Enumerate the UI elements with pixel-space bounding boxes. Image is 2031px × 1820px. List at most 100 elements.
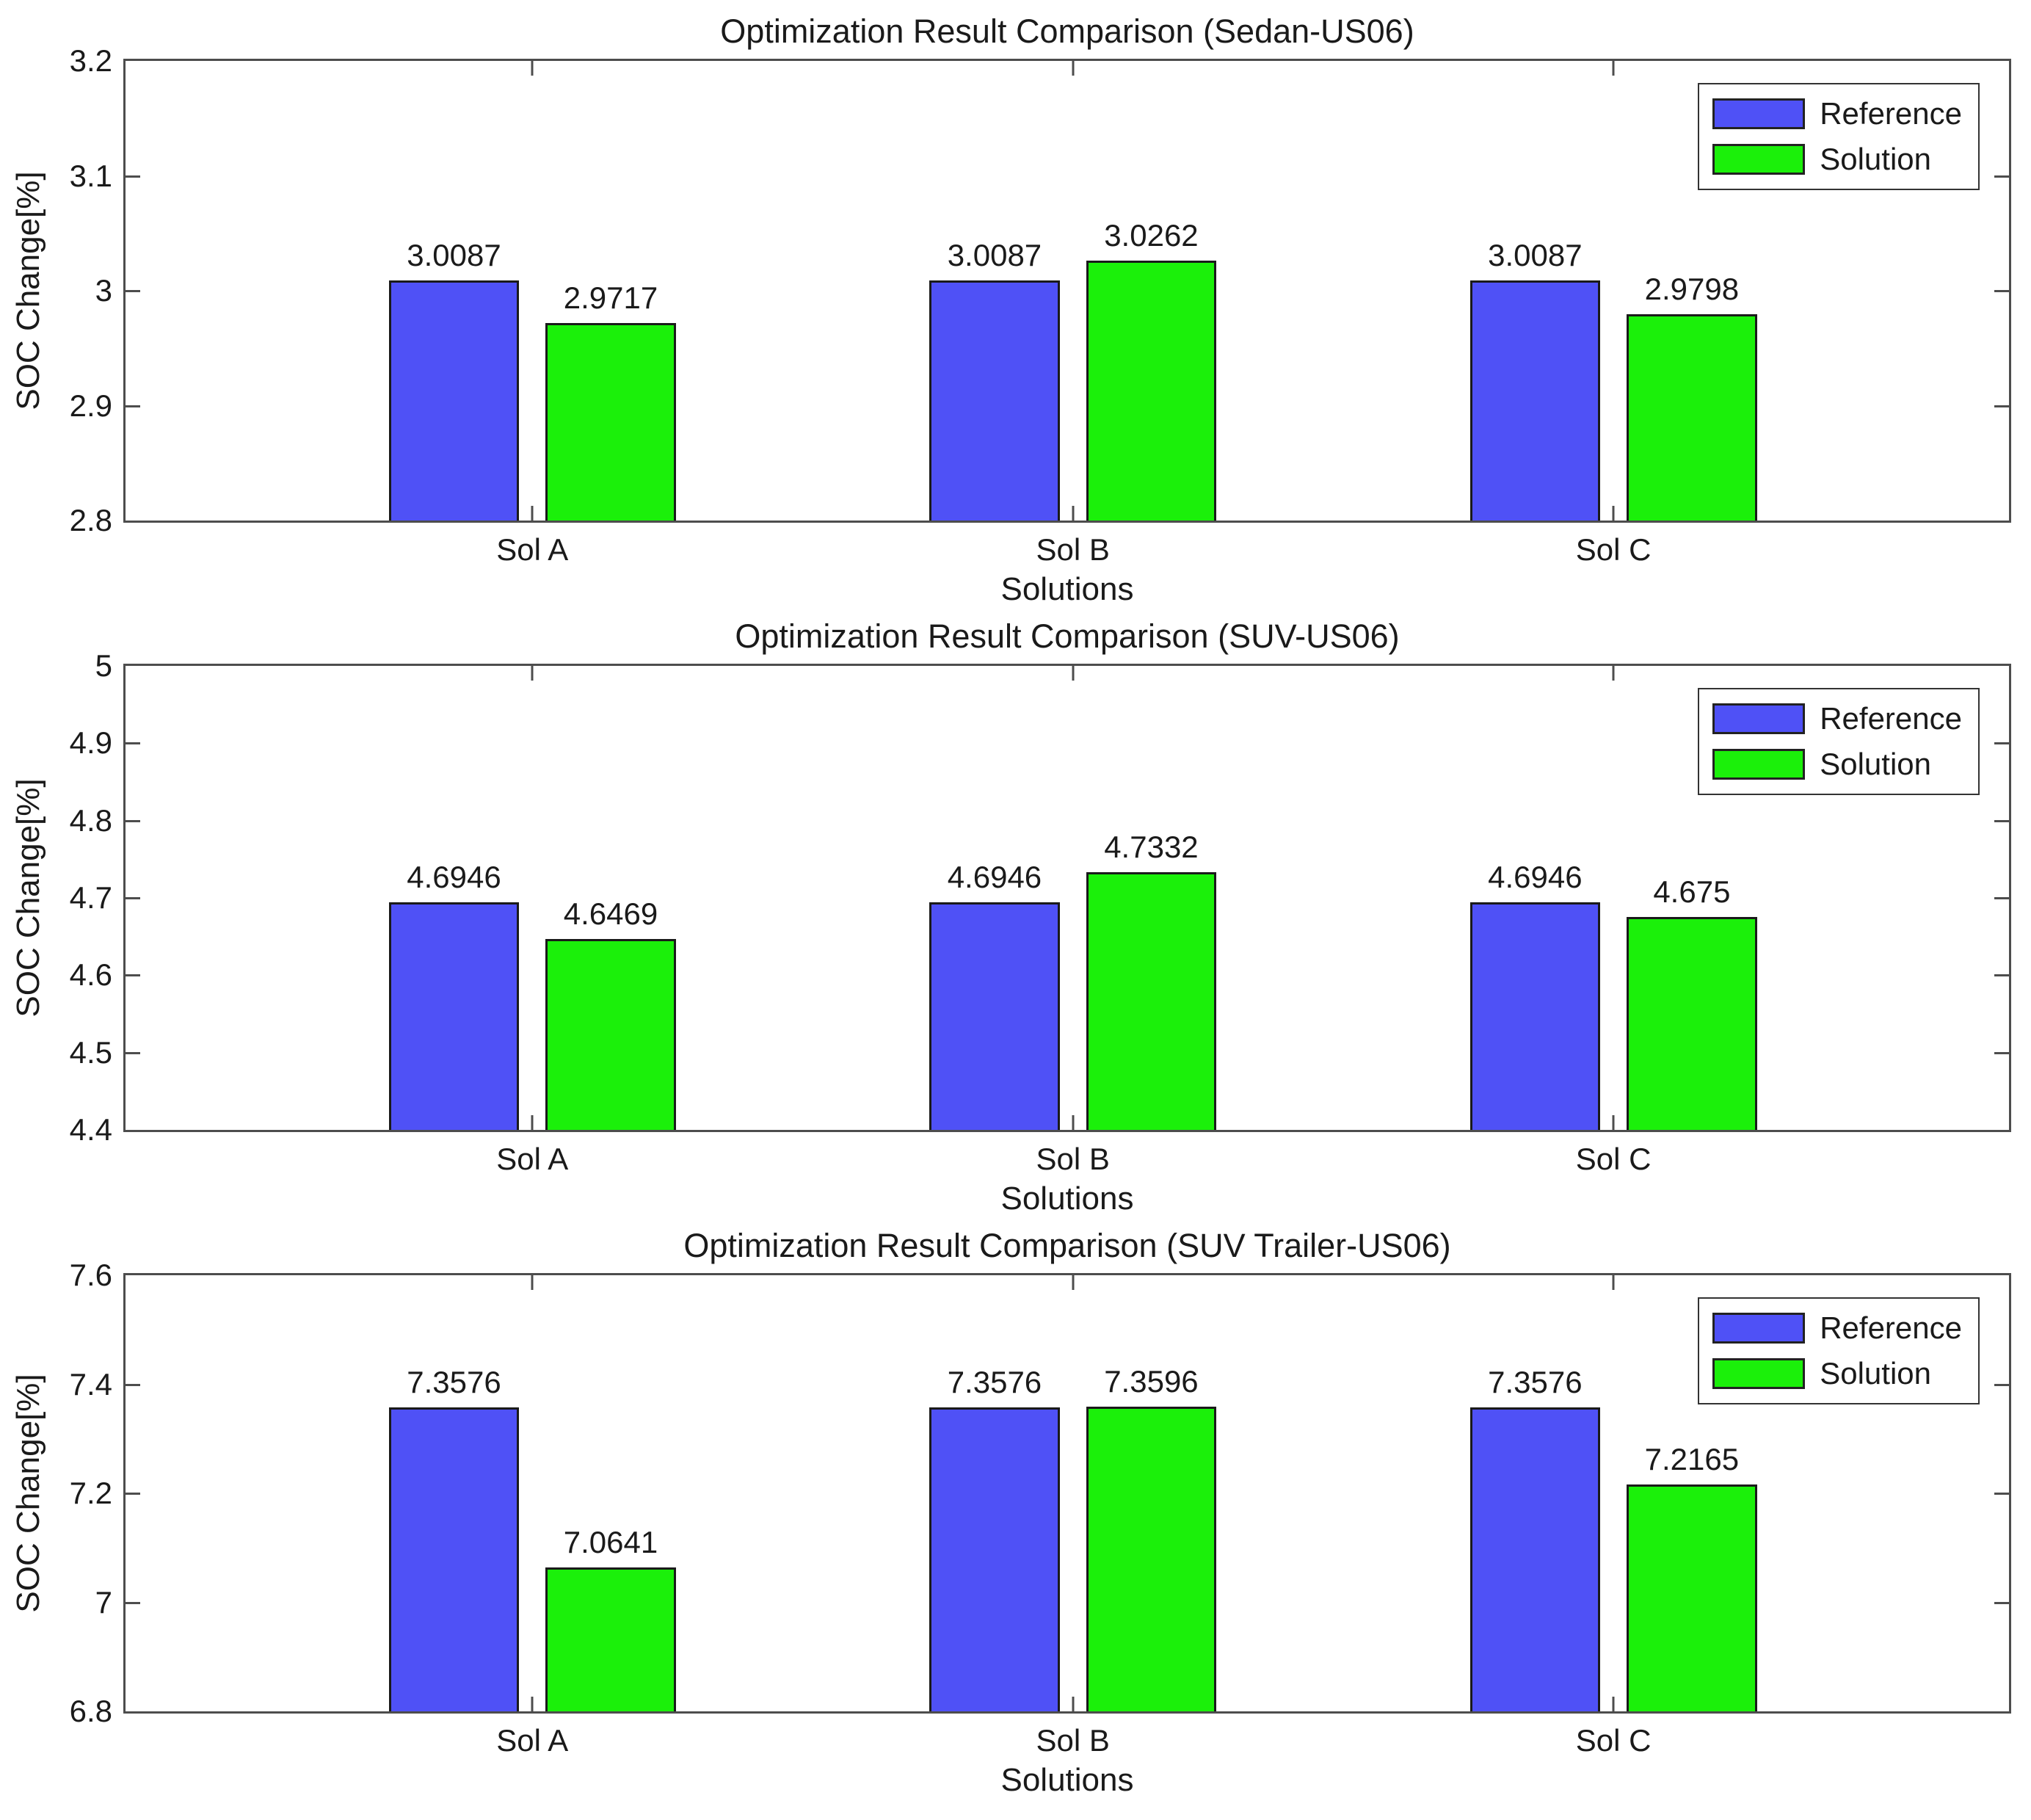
bar-value-label: 2.9798 — [1644, 271, 1740, 306]
y-tick-mark — [126, 742, 140, 745]
x-tick-mark — [1072, 1275, 1075, 1290]
legend-label: Reference — [1820, 1310, 1962, 1345]
legend-swatch-reference — [1712, 703, 1806, 734]
bar-value-label: 4.7332 — [1104, 830, 1199, 865]
bar-reference-sol-b — [929, 280, 1060, 521]
y-tick-mark — [1994, 1601, 2009, 1604]
bar-value-label: 7.0641 — [563, 1524, 658, 1559]
y-tick-mark — [1994, 1493, 2009, 1495]
y-tick-mark — [1994, 742, 2009, 745]
bar-value-label: 3.0087 — [1488, 238, 1583, 273]
y-tick-mark — [1994, 1383, 2009, 1386]
bar-value-label: 7.3576 — [1488, 1364, 1583, 1399]
x-axis-label: Solutions — [1000, 571, 1134, 607]
x-category-label: Sol B — [1036, 1723, 1110, 1758]
x-tick-mark — [1072, 506, 1075, 521]
legend-swatch-solution — [1712, 144, 1806, 175]
bar-reference-sol-b — [929, 902, 1060, 1130]
x-tick-mark — [531, 61, 534, 76]
y-tick-label: 6.8 — [69, 1694, 112, 1728]
legend-swatch-solution — [1712, 1358, 1806, 1389]
y-tick-label: 2.8 — [69, 503, 112, 537]
chart-title: Optimization Result Comparison (SUV Trai… — [683, 1227, 1451, 1264]
legend: Reference Solution — [1698, 1297, 1980, 1404]
y-axis-label: SOC Change[%] — [10, 1374, 46, 1613]
bar-solution-sol-c — [1627, 313, 1757, 521]
y-tick-label: 7.6 — [69, 1258, 112, 1292]
bar-solution-sol-a — [545, 323, 676, 521]
bar-solution-sol-b — [1086, 261, 1217, 521]
y-tick-label: 7 — [95, 1584, 112, 1620]
bar-value-label: 4.6946 — [407, 859, 501, 894]
x-axis-label: Solutions — [1000, 1181, 1134, 1217]
bar-reference-sol-c — [1469, 1407, 1601, 1711]
y-tick-mark — [126, 290, 140, 292]
legend-label: Solution — [1820, 142, 1931, 176]
x-tick-mark — [1612, 506, 1615, 521]
chart-title: Optimization Result Comparison (SUV-US06… — [735, 617, 1400, 655]
bar-solution-sol-b — [1086, 872, 1217, 1130]
bar-value-label: 3.0087 — [407, 238, 501, 273]
bar-value-label: 7.3576 — [947, 1364, 1042, 1399]
y-tick-mark — [126, 1051, 140, 1054]
chart-section-suv-trailer: Optimization Result Comparison (SUV Trai… — [0, 1226, 2031, 1799]
x-tick-mark — [1612, 1115, 1615, 1130]
y-tick-mark — [1994, 1051, 2009, 1054]
x-category-label: Sol A — [496, 1723, 569, 1758]
y-tick-label: 3.1 — [69, 158, 112, 193]
x-category-label: Sol B — [1036, 532, 1110, 567]
bar-value-label: 3.0262 — [1104, 218, 1199, 253]
x-axis-label: Solutions — [1000, 1762, 1134, 1798]
legend-row: Reference — [1712, 701, 1962, 736]
y-tick-label: 5 — [95, 648, 112, 683]
bar-value-label: 7.2165 — [1644, 1441, 1740, 1476]
bar-solution-sol-c — [1627, 1484, 1757, 1711]
legend-label: Solution — [1820, 1356, 1931, 1391]
legend: Reference Solution — [1698, 688, 1980, 795]
y-tick-label: 4.6 — [69, 957, 112, 993]
bar-reference-sol-b — [929, 1407, 1060, 1711]
bar-value-label: 4.6469 — [563, 896, 658, 931]
x-tick-mark — [531, 1275, 534, 1290]
x-tick-mark — [1612, 1697, 1615, 1711]
y-tick-label: 4.7 — [69, 880, 112, 915]
legend-swatch-solution — [1712, 749, 1806, 780]
bar-reference-sol-c — [1469, 902, 1601, 1130]
x-category-label: Sol A — [496, 1142, 569, 1176]
legend-row: Reference — [1712, 1310, 1962, 1346]
bar-solution-sol-c — [1627, 917, 1757, 1130]
x-tick-mark — [1072, 61, 1075, 76]
bar-value-label: 2.9717 — [563, 280, 658, 316]
x-tick-mark — [531, 666, 534, 681]
chart-title: Optimization Result Comparison (Sedan-US… — [720, 12, 1414, 50]
chart-section-suv: Optimization Result Comparison (SUV-US06… — [0, 617, 2031, 1217]
y-tick-mark — [126, 819, 140, 822]
y-tick-label: 4.8 — [69, 802, 112, 838]
x-category-label: Sol C — [1575, 532, 1652, 567]
legend-row: Solution — [1712, 142, 1962, 177]
x-tick-mark — [1612, 666, 1615, 681]
y-tick-label: 7.2 — [69, 1476, 112, 1510]
legend-row: Solution — [1712, 747, 1962, 782]
y-tick-mark — [126, 1493, 140, 1495]
plot-area: SOC Change[%] 6.8 7 7.2 7.4 7.6 Sol A Sol B Sol… — [10, 1258, 2011, 1758]
y-tick-mark — [1994, 974, 2009, 977]
y-tick-label: 4.4 — [69, 1112, 112, 1147]
y-tick-mark — [1994, 405, 2009, 407]
y-tick-mark — [126, 175, 140, 178]
x-category-label: Sol C — [1575, 1723, 1652, 1758]
x-category-label: Sol A — [496, 532, 569, 567]
x-category-label: Sol C — [1575, 1142, 1652, 1176]
bar-reference-sol-c — [1469, 280, 1601, 521]
y-tick-mark — [126, 1601, 140, 1604]
legend-label: Solution — [1820, 747, 1931, 781]
legend-row: Solution — [1712, 1356, 1962, 1391]
chart-section-sedan: Optimization Result Comparison (Sedan-US… — [0, 12, 2031, 608]
bar-value-label: 4.675 — [1653, 874, 1731, 910]
y-tick-label: 7.4 — [69, 1366, 112, 1402]
y-tick-label: 4.5 — [69, 1034, 112, 1070]
legend-row: Reference — [1712, 96, 1962, 131]
x-tick-mark — [531, 506, 534, 521]
y-tick-mark — [1994, 897, 2009, 899]
